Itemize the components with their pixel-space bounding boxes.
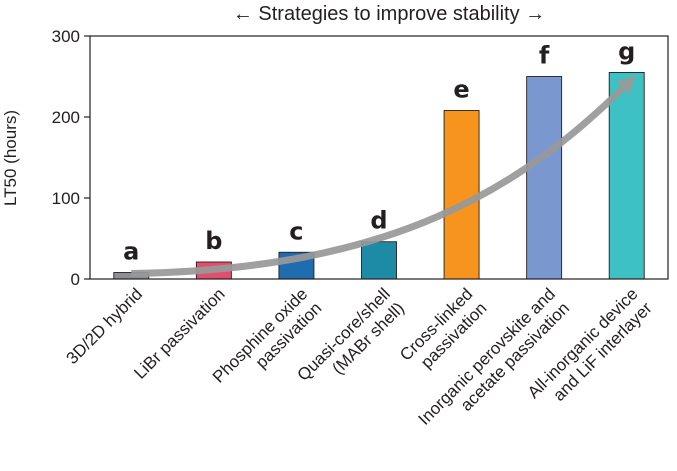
bar-letter-a: a bbox=[123, 238, 139, 266]
bar-letter-b: b bbox=[205, 227, 222, 255]
y-tick-label: 0 bbox=[71, 270, 80, 289]
trend-arrow-group bbox=[131, 75, 636, 278]
bar-f bbox=[526, 76, 563, 280]
bar-d bbox=[361, 241, 397, 280]
x-category-label-line: 3D/2D hybrid bbox=[63, 284, 147, 368]
y-tick-label: 300 bbox=[52, 27, 80, 46]
bar-letter-g: g bbox=[618, 37, 635, 65]
bar-letter-e: e bbox=[453, 76, 469, 104]
chart-title: ← Strategies to improve stability → bbox=[233, 3, 545, 25]
bars bbox=[113, 71, 645, 280]
x-category-label: 3D/2D hybrid bbox=[63, 284, 147, 368]
bar-letter-c: c bbox=[289, 217, 303, 245]
bar-letter-d: d bbox=[370, 207, 387, 235]
y-tick-label: 200 bbox=[52, 108, 80, 127]
plot-frame bbox=[89, 35, 669, 280]
y-tick-label: 100 bbox=[52, 189, 80, 208]
y-axis-ticks: 0 100 200 300 bbox=[52, 27, 90, 289]
bar-letter-labels: a b c d e f g bbox=[123, 37, 635, 265]
bar-letter-f: f bbox=[539, 42, 550, 70]
trend-arrow bbox=[131, 75, 636, 278]
bar-g bbox=[608, 71, 645, 280]
y-axis-label: LT50 (hours) bbox=[1, 110, 20, 206]
bar-e bbox=[443, 110, 480, 280]
